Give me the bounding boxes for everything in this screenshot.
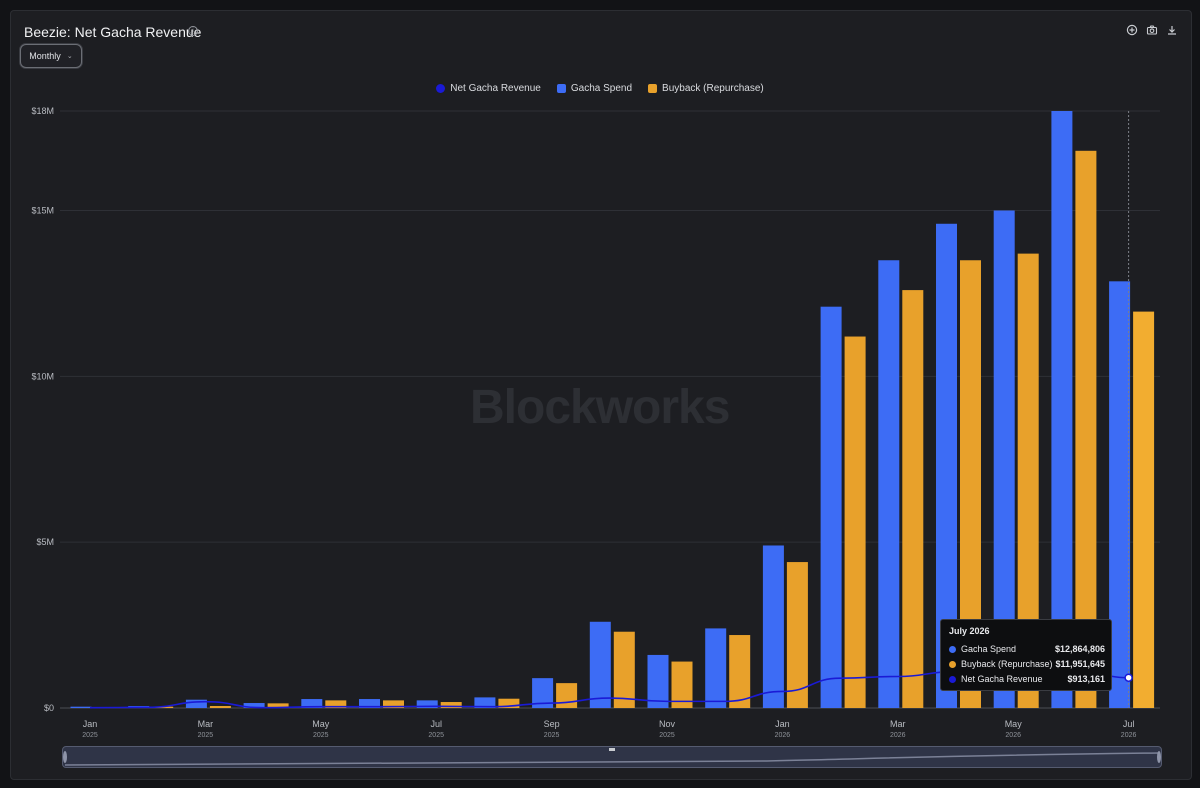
tooltip-dot [949, 660, 956, 668]
bar-buyback [325, 700, 347, 708]
y-tick-label: $15M [31, 206, 54, 216]
x-tick-label: Jan [83, 719, 98, 729]
bar-gacha-spend [993, 210, 1015, 708]
y-tick-label: $0 [44, 703, 54, 713]
legend-label: Buyback (Repurchase) [662, 83, 764, 94]
legend-item-net-revenue[interactable]: Net Gacha Revenue [436, 83, 541, 94]
bar-gacha-spend [301, 699, 323, 708]
bar-buyback [671, 661, 693, 708]
bar-buyback [844, 336, 866, 708]
bar-gacha-spend [820, 306, 842, 708]
x-tick-label: Mar [890, 719, 906, 729]
x-tick-year: 2026 [1005, 732, 1021, 739]
bar-gacha-spend [70, 706, 92, 708]
download-icon[interactable] [1166, 24, 1178, 39]
tooltip-row: Buyback (Repurchase) $11,951,645 [949, 659, 1105, 669]
bar-gacha-spend [1051, 111, 1073, 708]
scrollbar-preview [63, 748, 1161, 766]
x-tick-year: 2025 [544, 732, 560, 739]
bar-buyback [613, 631, 635, 708]
bar-buyback [267, 703, 289, 708]
bar-buyback [440, 702, 462, 708]
period-dropdown-label: Monthly [29, 51, 61, 61]
tooltip-value: $12,864,806 [1054, 644, 1105, 654]
tooltip-dot [949, 675, 956, 683]
legend-label: Gacha Spend [570, 83, 633, 94]
bar-gacha-spend [705, 628, 727, 708]
tooltip-series-name: Gacha Spend [961, 644, 1017, 654]
x-tick-year: 2025 [198, 732, 214, 739]
x-tick-label: May [312, 719, 330, 729]
bar-buyback [383, 700, 404, 708]
chart-legend: Net Gacha Revenue Gacha Spend Buyback (R… [0, 83, 1200, 94]
bar-buyback [498, 698, 520, 708]
bar-buyback [1133, 311, 1155, 708]
bar-gacha-spend [243, 703, 265, 708]
x-tick-year: 2026 [890, 732, 906, 739]
bar-gacha-spend [532, 678, 554, 708]
tooltip-series-name: Net Gacha Revenue [961, 674, 1043, 684]
legend-item-buyback[interactable]: Buyback (Repurchase) [648, 83, 764, 94]
bar-gacha-spend [936, 223, 957, 708]
x-tick-label: Mar [198, 719, 214, 729]
bar-gacha-spend [762, 545, 784, 708]
camera-icon[interactable] [1146, 24, 1158, 39]
bar-gacha-spend [1109, 281, 1131, 708]
plus-circle-icon[interactable] [1126, 24, 1138, 39]
tooltip-value: $11,951,645 [1055, 659, 1105, 669]
x-tick-label: May [1005, 719, 1023, 729]
hover-tooltip: July 2026 Gacha Spend $12,864,806 Buybac… [940, 619, 1112, 691]
tooltip-row: Gacha Spend $12,864,806 [949, 644, 1105, 654]
bar-buyback [902, 290, 924, 708]
range-scrollbar[interactable] [62, 746, 1162, 768]
tooltip-dot [949, 645, 956, 653]
bar-gacha-spend [359, 699, 380, 708]
bar-gacha-spend [474, 697, 496, 708]
bar-gacha-spend [589, 621, 611, 708]
tooltip-title: July 2026 [949, 626, 990, 636]
bar-gacha-spend [647, 654, 669, 708]
bar-buyback [729, 635, 751, 708]
bar-buyback [960, 260, 981, 708]
x-tick-year: 2026 [1121, 732, 1137, 739]
x-tick-year: 2025 [659, 732, 675, 739]
y-tick-label: $5M [36, 537, 54, 547]
bar-buyback [209, 706, 231, 708]
x-tick-year: 2025 [428, 732, 444, 739]
line-point-highlight [1124, 673, 1133, 682]
tooltip-series-name: Buyback (Repurchase) [961, 659, 1053, 669]
bar-buyback [1017, 253, 1039, 708]
x-tick-label: Nov [659, 719, 676, 729]
tooltip-value: $913,161 [1067, 674, 1105, 684]
legend-swatch [436, 84, 446, 93]
x-tick-year: 2026 [775, 732, 791, 739]
legend-item-gacha-spend[interactable]: Gacha Spend [556, 83, 633, 94]
x-tick-year: 2025 [313, 732, 329, 739]
tooltip-row: Net Gacha Revenue $913,161 [949, 674, 1105, 684]
x-tick-year: 2025 [82, 732, 98, 739]
x-tick-label: Jul [430, 719, 442, 729]
chevron-down-icon: ⌄ [66, 53, 73, 60]
bar-buyback [786, 562, 808, 708]
legend-swatch [556, 84, 566, 93]
x-tick-label: Jan [775, 719, 790, 729]
bar-buyback [556, 683, 578, 708]
legend-label: Net Gacha Revenue [450, 83, 541, 94]
legend-swatch [648, 84, 658, 93]
bar-gacha-spend [416, 700, 438, 708]
info-icon[interactable]: ⓘ [188, 26, 198, 36]
bar-gacha-spend [878, 260, 900, 708]
period-dropdown[interactable]: Monthly ⌄ [20, 44, 82, 68]
scroll-handle-right[interactable] [1157, 751, 1161, 763]
x-tick-label: Sep [544, 719, 560, 729]
y-tick-label: $18M [31, 106, 54, 116]
scroll-handle-left[interactable] [63, 751, 67, 763]
watermark: Blockworks [470, 381, 730, 434]
x-tick-label: Jul [1123, 719, 1135, 729]
bar-buyback [1075, 150, 1097, 709]
chart-title: Beezie: Net Gacha Revenue [24, 24, 202, 40]
y-tick-label: $10M [31, 371, 54, 381]
bar-gacha-spend [185, 699, 207, 708]
